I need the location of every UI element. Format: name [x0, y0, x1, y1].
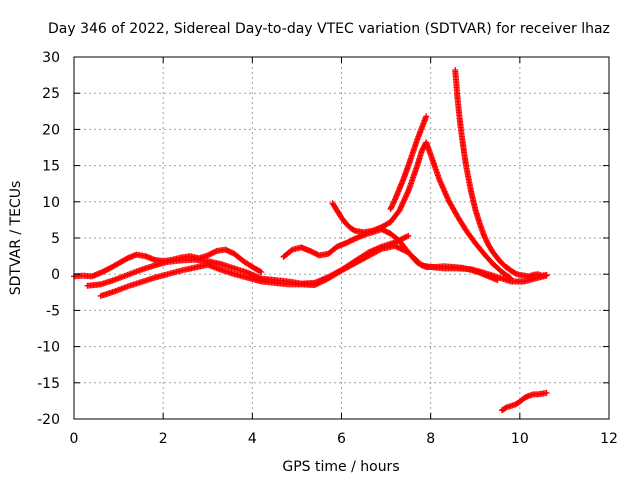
- x-tick-label: 12: [600, 431, 618, 447]
- x-tick-label: 2: [159, 431, 168, 447]
- data-point: [318, 278, 325, 285]
- x-axis-label: GPS time / hours: [282, 459, 399, 475]
- data-point: [402, 234, 409, 241]
- series-arc-7: [452, 67, 510, 271]
- data-point: [401, 234, 408, 241]
- data-point: [317, 279, 324, 286]
- data-point: [543, 389, 550, 396]
- data-point: [322, 276, 329, 283]
- series-arc-5: [329, 139, 514, 282]
- data-point: [506, 274, 513, 281]
- data-point: [311, 282, 318, 289]
- y-tick-label: 30: [42, 50, 60, 66]
- x-tick-label: 4: [248, 431, 257, 447]
- data-point: [400, 235, 407, 242]
- y-tick-label: 25: [42, 86, 60, 102]
- x-tick-label: 6: [337, 431, 346, 447]
- y-tick-label: 15: [42, 159, 60, 175]
- chart-title: Day 346 of 2022, Sidereal Day-to-day VTE…: [48, 21, 610, 37]
- x-tick-label: 8: [426, 431, 435, 447]
- data-point: [258, 269, 265, 276]
- data-point: [314, 280, 321, 287]
- series-arc-8: [503, 263, 550, 280]
- x-tick-label: 10: [511, 431, 529, 447]
- y-tick-label: 10: [42, 195, 60, 211]
- data-point: [405, 232, 412, 239]
- ticks: -20 -15 -10 -5 0 5 10 15 20 25 30 0 2 4 6 8 10 12: [37, 50, 618, 447]
- data-point: [507, 275, 514, 282]
- data-point: [394, 244, 401, 251]
- data-point: [256, 268, 263, 275]
- data-point: [321, 277, 328, 284]
- data-point: [313, 281, 320, 288]
- y-axis-label: SDTVAR / TECUs: [8, 181, 24, 296]
- y-tick-label: -20: [37, 412, 60, 428]
- grid: [74, 57, 609, 419]
- y-tick-label: 5: [51, 231, 60, 247]
- data-point: [404, 233, 411, 240]
- data-point: [319, 278, 326, 285]
- y-tick-label: -5: [46, 303, 60, 319]
- y-tick-label: 0: [51, 267, 60, 283]
- series-arc-9: [499, 389, 550, 414]
- y-tick-label: 20: [42, 122, 60, 138]
- y-tick-label: -15: [37, 376, 60, 392]
- data-point: [423, 113, 430, 120]
- data-point: [494, 276, 501, 283]
- data-series: [71, 67, 550, 414]
- data-point: [392, 242, 398, 249]
- data-point: [393, 243, 400, 250]
- data-point: [396, 244, 403, 251]
- y-tick-label: -10: [37, 340, 60, 356]
- data-point: [397, 245, 404, 252]
- data-point: [543, 271, 550, 278]
- series-arc-6: [387, 113, 430, 213]
- data-point: [315, 280, 322, 287]
- data-point: [377, 246, 384, 253]
- x-tick-label: 0: [70, 431, 79, 447]
